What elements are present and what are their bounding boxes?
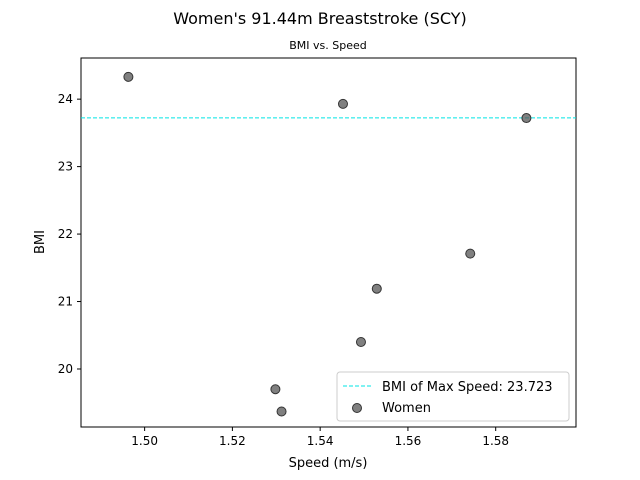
legend-box (336, 371, 570, 422)
x-axis-label: Speed (m/s) (289, 456, 368, 471)
data-point (276, 406, 287, 417)
x-tick-label: 1.58 (482, 434, 509, 448)
y-tick-label: 21 (58, 295, 73, 309)
data-point (270, 384, 281, 395)
data-point (337, 98, 348, 109)
data-point (521, 113, 532, 124)
legend-reference-line-label: BMI of Max Speed: 23.723 (382, 380, 553, 395)
legend-women-marker (352, 403, 362, 413)
x-tick-label: 1.56 (395, 434, 422, 448)
data-point (465, 248, 476, 259)
x-tick-label: 1.54 (307, 434, 334, 448)
y-tick-label: 24 (58, 92, 73, 106)
chart-title: Women's 91.44m Breaststroke (SCY) (173, 9, 467, 28)
plot-frame (80, 57, 577, 428)
x-tick-label: 1.50 (131, 434, 158, 448)
plot-area: 1.50 1.52 1.54 1.56 1.58 20 21 22 23 24 (58, 57, 577, 448)
chart-subtitle: BMI vs. Speed (289, 39, 367, 52)
data-point (123, 71, 134, 82)
legend: BMI of Max Speed: 23.723 Women (336, 371, 570, 422)
y-tick-label: 23 (58, 160, 73, 174)
x-tick-label: 1.52 (219, 434, 246, 448)
data-point (355, 337, 366, 348)
y-tick-label: 22 (58, 227, 73, 241)
y-tick-label: 20 (58, 362, 73, 376)
y-axis-label: BMI (33, 230, 48, 254)
data-point (371, 283, 382, 294)
legend-women-label: Women (382, 401, 431, 416)
